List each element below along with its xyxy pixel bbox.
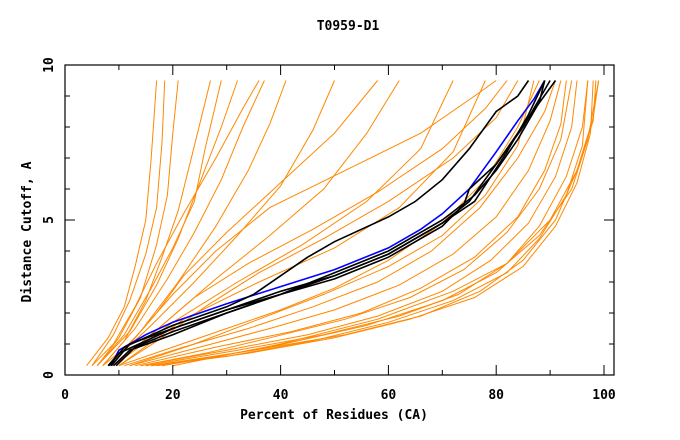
series-line-model-27 xyxy=(107,80,497,367)
series-line-model-02 xyxy=(91,80,166,366)
y-tick-labels: 0 5 10 xyxy=(42,57,57,379)
series-line-model-08 xyxy=(107,80,335,367)
series-line-model-23 xyxy=(129,80,535,367)
series-line-model-12 xyxy=(118,80,540,367)
x-tick-labels: 0 20 40 60 80 100 xyxy=(61,388,616,403)
y-tick-label: 0 xyxy=(42,371,57,379)
series-line-model-15 xyxy=(134,80,567,367)
series-line-highlight xyxy=(110,80,546,367)
series-line-model-24 xyxy=(102,80,378,367)
series-line-model-09 xyxy=(113,80,400,367)
x-tick-label: 40 xyxy=(273,388,289,403)
x-tick-label: 20 xyxy=(165,388,181,403)
series-line-model-28 xyxy=(140,80,573,367)
series-line-model-22 xyxy=(113,80,508,367)
y-tick-label: 10 xyxy=(42,57,57,73)
series-line-model-29 xyxy=(151,80,589,367)
series-line-model-06 xyxy=(102,80,265,367)
series-line-ref-4 xyxy=(110,80,546,367)
series-line-model-05 xyxy=(96,80,238,367)
series-line-model-30 xyxy=(156,80,594,367)
y-axis-label: Distance Cutoff, A xyxy=(20,161,35,302)
x-tick-label: 100 xyxy=(592,388,616,403)
x-tick-label: 80 xyxy=(488,388,504,403)
x-axis-label: Percent of Residues (CA) xyxy=(240,408,428,423)
series-line-model-13 xyxy=(124,80,556,367)
plot-curves xyxy=(86,80,600,367)
series-line-model-01 xyxy=(86,80,158,367)
chart-title: T0959-D1 xyxy=(317,19,380,34)
series-line-model-19 xyxy=(161,80,600,367)
series-line-model-17 xyxy=(145,80,589,367)
series-line-model-26 xyxy=(96,80,222,367)
series-line-model-20 xyxy=(172,80,600,367)
series-line-model-16 xyxy=(140,80,578,367)
y-tick-label: 5 xyxy=(42,216,57,224)
series-line-model-25 xyxy=(91,80,260,367)
series-line-ref-5 xyxy=(115,80,546,367)
series-line-ref-2 xyxy=(112,80,557,367)
series-line-model-14 xyxy=(129,80,562,367)
series-line-model-03 xyxy=(96,80,179,367)
series-line-ref-3 xyxy=(108,80,530,367)
x-tick-label: 60 xyxy=(381,388,397,403)
x-tick-label: 0 xyxy=(61,388,69,403)
axis-ticks xyxy=(65,64,614,375)
